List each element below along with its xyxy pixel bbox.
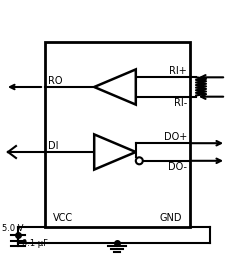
Text: VCC: VCC: [53, 213, 73, 223]
Text: 0.1 μF: 0.1 μF: [22, 239, 48, 248]
Text: RI+: RI+: [168, 66, 186, 76]
Text: DI: DI: [48, 141, 58, 151]
Text: RO: RO: [48, 76, 62, 86]
Text: GND: GND: [159, 213, 181, 223]
Text: RI-: RI-: [173, 98, 186, 108]
Polygon shape: [94, 134, 135, 170]
Text: DO+: DO+: [163, 132, 186, 142]
Text: 5.0 V: 5.0 V: [2, 224, 23, 233]
Polygon shape: [94, 69, 135, 105]
Text: DO-: DO-: [167, 162, 186, 172]
Circle shape: [135, 157, 142, 164]
